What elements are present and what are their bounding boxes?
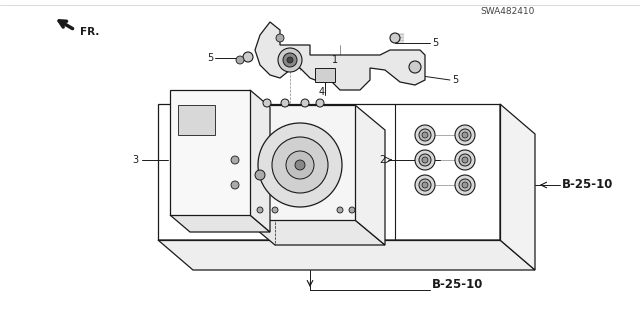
Text: 2: 2	[380, 155, 386, 165]
Polygon shape	[355, 105, 385, 245]
Circle shape	[295, 160, 305, 170]
Text: B-25-10: B-25-10	[432, 278, 483, 291]
Circle shape	[422, 182, 428, 188]
Text: 5: 5	[207, 53, 213, 63]
Circle shape	[409, 61, 421, 73]
Circle shape	[337, 207, 343, 213]
Circle shape	[419, 129, 431, 141]
Circle shape	[257, 207, 263, 213]
Text: 5: 5	[432, 38, 438, 48]
Circle shape	[278, 48, 302, 72]
Circle shape	[301, 99, 309, 107]
Circle shape	[415, 175, 435, 195]
Circle shape	[455, 150, 475, 170]
Text: 5: 5	[452, 75, 458, 85]
Circle shape	[415, 125, 435, 145]
Polygon shape	[158, 240, 535, 270]
Circle shape	[422, 132, 428, 138]
Circle shape	[286, 151, 314, 179]
Circle shape	[459, 154, 471, 166]
Polygon shape	[255, 22, 425, 90]
Circle shape	[390, 33, 400, 43]
Circle shape	[243, 52, 253, 62]
Polygon shape	[178, 105, 215, 135]
Polygon shape	[315, 68, 335, 82]
Circle shape	[276, 34, 284, 42]
Circle shape	[287, 57, 293, 63]
Circle shape	[281, 99, 289, 107]
Circle shape	[462, 182, 468, 188]
Circle shape	[231, 156, 239, 164]
Circle shape	[283, 53, 297, 67]
Circle shape	[455, 175, 475, 195]
Circle shape	[263, 99, 271, 107]
Circle shape	[419, 154, 431, 166]
Text: 1: 1	[332, 55, 338, 65]
Text: 4: 4	[319, 87, 325, 97]
Text: SWA482410: SWA482410	[480, 8, 534, 17]
Circle shape	[419, 179, 431, 191]
Circle shape	[272, 207, 278, 213]
Polygon shape	[245, 220, 385, 245]
Circle shape	[462, 157, 468, 163]
Circle shape	[316, 99, 324, 107]
Circle shape	[455, 125, 475, 145]
Circle shape	[459, 179, 471, 191]
Circle shape	[415, 150, 435, 170]
Text: 3: 3	[132, 155, 138, 165]
Circle shape	[422, 157, 428, 163]
Circle shape	[258, 123, 342, 207]
Circle shape	[349, 207, 355, 213]
Circle shape	[459, 129, 471, 141]
Circle shape	[462, 132, 468, 138]
Polygon shape	[170, 215, 270, 232]
Polygon shape	[170, 90, 250, 215]
Circle shape	[255, 170, 265, 180]
Circle shape	[236, 56, 244, 64]
Circle shape	[272, 137, 328, 193]
Polygon shape	[500, 104, 535, 270]
Text: B-25-10: B-25-10	[562, 179, 613, 191]
Circle shape	[231, 181, 239, 189]
Polygon shape	[245, 105, 355, 220]
Polygon shape	[250, 90, 270, 232]
Text: FR.: FR.	[80, 27, 99, 37]
